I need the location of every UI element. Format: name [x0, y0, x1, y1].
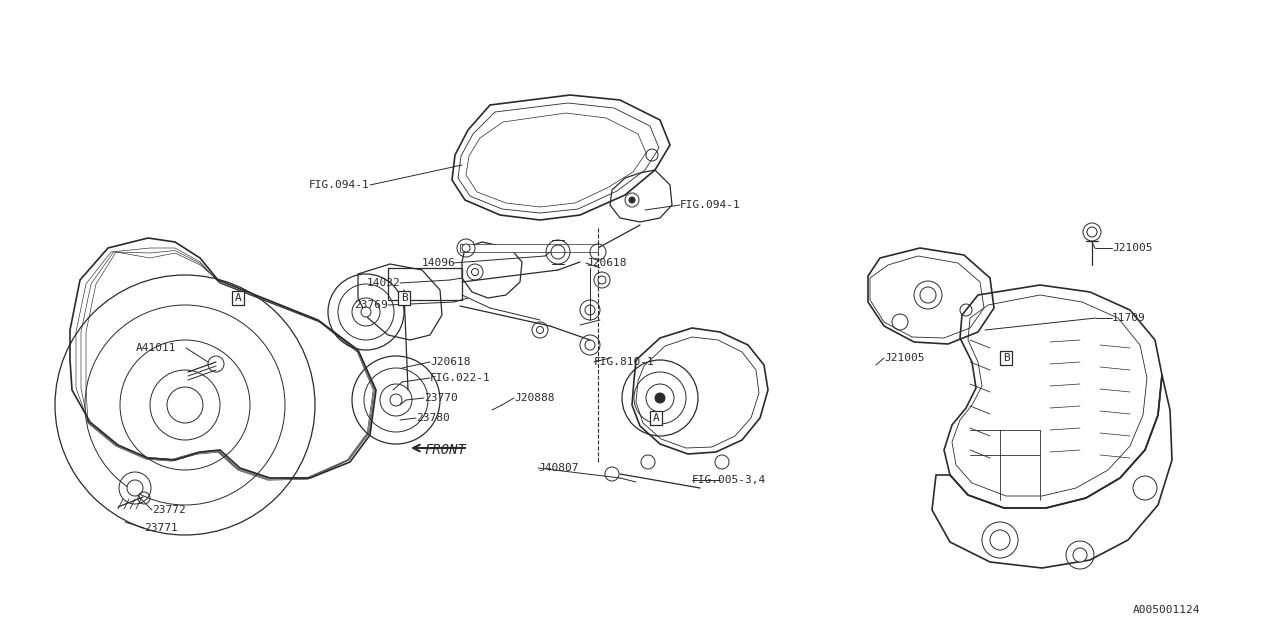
Circle shape	[390, 394, 402, 406]
Text: 23780: 23780	[416, 413, 449, 423]
Circle shape	[585, 340, 595, 350]
Circle shape	[127, 480, 143, 496]
Text: A005001124: A005001124	[1133, 605, 1201, 615]
Text: J40807: J40807	[538, 463, 579, 473]
Text: FIG.094-1: FIG.094-1	[680, 200, 741, 210]
Circle shape	[471, 269, 479, 275]
Text: FIG.094-1: FIG.094-1	[310, 180, 370, 190]
Circle shape	[536, 326, 544, 333]
Circle shape	[361, 307, 371, 317]
Text: 23771: 23771	[143, 523, 178, 533]
Text: 23772: 23772	[152, 505, 186, 515]
Text: J21005: J21005	[884, 353, 924, 363]
Circle shape	[598, 276, 605, 284]
Circle shape	[1073, 548, 1087, 562]
Text: 11709: 11709	[1112, 313, 1146, 323]
Text: FIG.022-1: FIG.022-1	[430, 373, 490, 383]
Text: FIG.810-1: FIG.810-1	[594, 357, 655, 367]
Text: 23769: 23769	[355, 300, 388, 310]
Circle shape	[655, 393, 666, 403]
Text: 14032: 14032	[366, 278, 399, 288]
Text: B: B	[1002, 353, 1010, 363]
Text: A41011: A41011	[136, 343, 177, 353]
Text: J20618: J20618	[430, 357, 471, 367]
Circle shape	[628, 197, 635, 203]
Polygon shape	[460, 244, 598, 252]
Circle shape	[989, 530, 1010, 550]
Text: B: B	[401, 293, 407, 303]
Text: J21005: J21005	[1112, 243, 1152, 253]
Text: A: A	[653, 413, 659, 423]
Text: A: A	[234, 293, 242, 303]
Text: J20618: J20618	[586, 258, 626, 268]
Text: J20888: J20888	[515, 393, 554, 403]
Text: 14096: 14096	[421, 258, 454, 268]
Text: 23770: 23770	[424, 393, 458, 403]
Text: FRONT: FRONT	[424, 443, 466, 457]
Text: FIG.005-3,4: FIG.005-3,4	[692, 475, 767, 485]
Circle shape	[462, 244, 470, 252]
